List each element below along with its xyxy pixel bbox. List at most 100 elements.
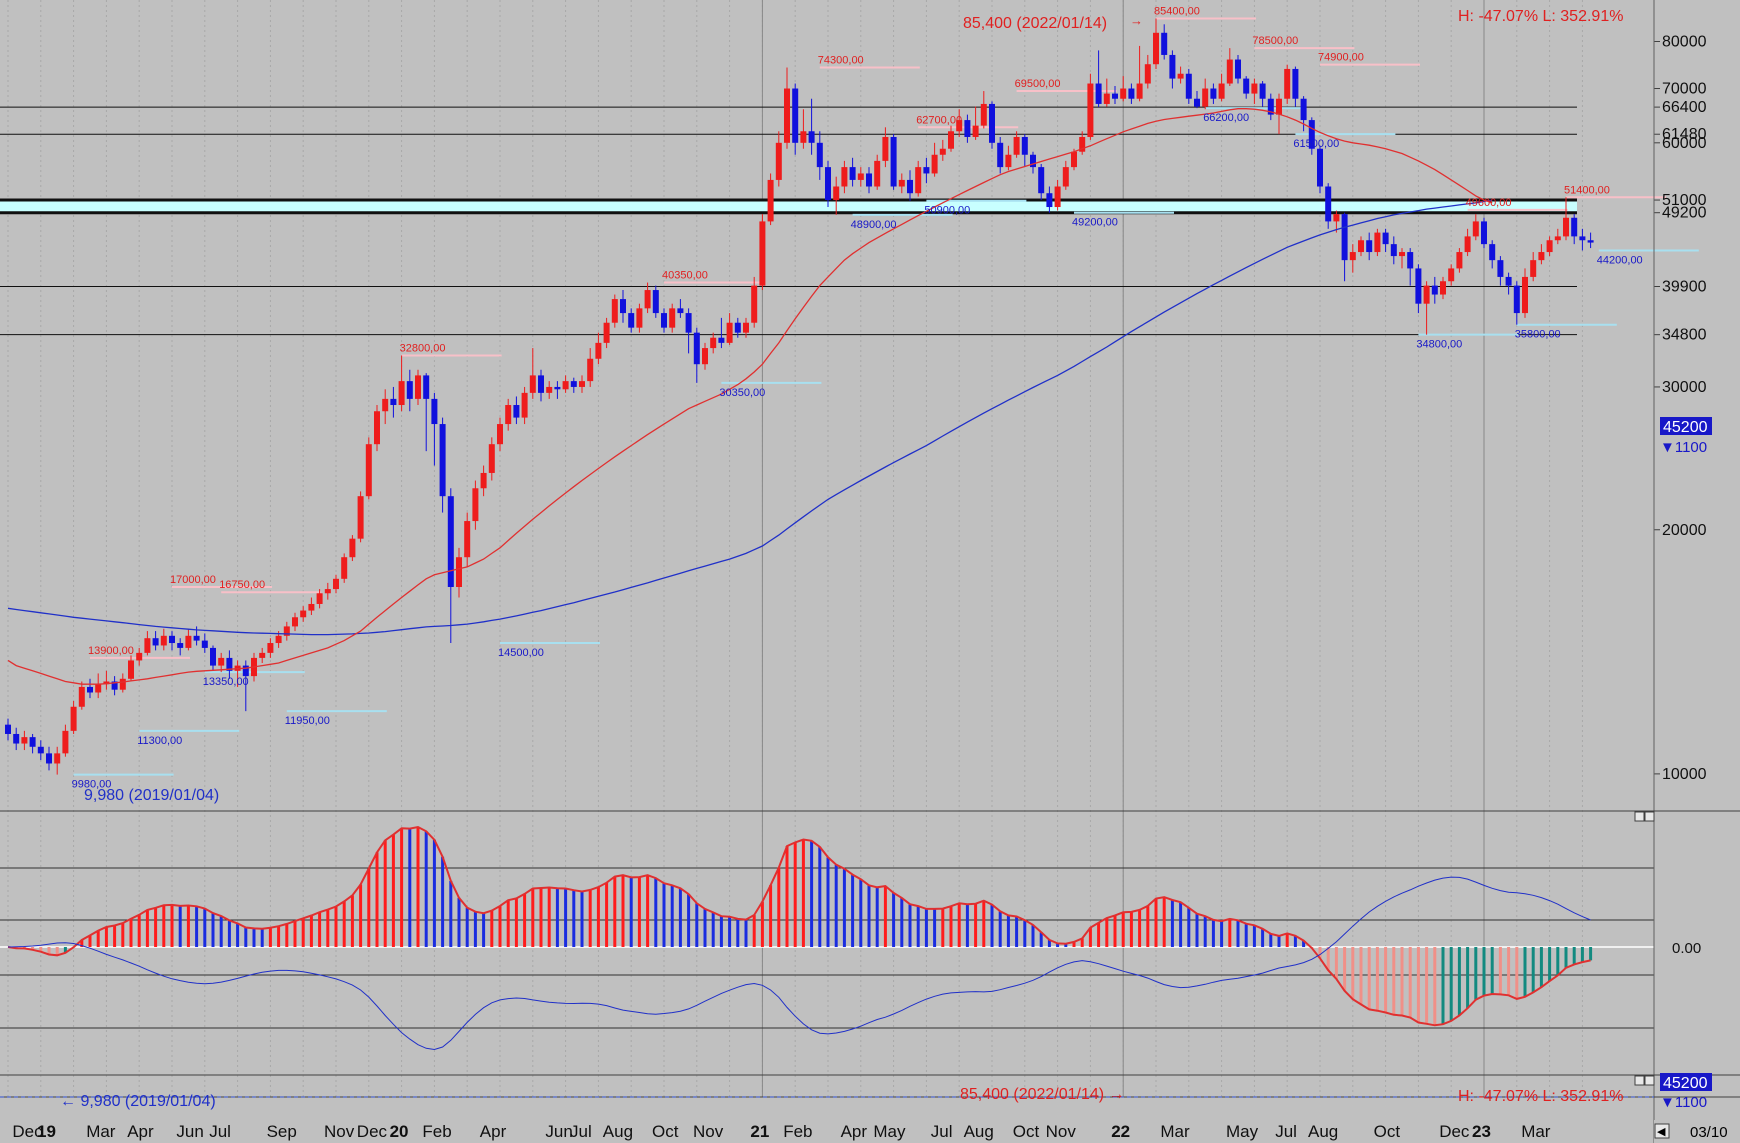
- date-label: Apr: [480, 1122, 507, 1141]
- date-label: Mar: [1160, 1122, 1190, 1141]
- candle-body: [1243, 78, 1250, 94]
- candle-body: [242, 665, 249, 677]
- candle-body: [497, 424, 503, 445]
- candle-body: [1448, 268, 1455, 282]
- candle-body: [365, 444, 372, 497]
- axis-tick-label: 51000: [1662, 192, 1707, 209]
- axis-tick-label: 49200: [1662, 205, 1707, 222]
- minimize-button-bottom[interactable]: [1634, 1075, 1645, 1086]
- date-label: Aug: [603, 1122, 633, 1141]
- candle-body: [874, 160, 881, 187]
- annotation-label: 11300,00: [137, 735, 182, 747]
- candle-body: [521, 392, 528, 418]
- indicator-panel-controls[interactable]: [1634, 811, 1655, 1086]
- close-button-bottom[interactable]: [1644, 1075, 1655, 1086]
- candle-body: [1431, 285, 1438, 295]
- current-price: 45200: [1663, 419, 1708, 436]
- candle-body: [948, 131, 954, 149]
- close-button[interactable]: [1644, 811, 1655, 822]
- candle-body: [866, 173, 872, 187]
- date-label: Jul: [209, 1122, 231, 1141]
- candle-body: [972, 125, 979, 137]
- candle-body: [1128, 88, 1135, 99]
- candle-body: [734, 322, 741, 333]
- candle-body: [743, 322, 749, 333]
- candle-body: [956, 120, 963, 132]
- annotation-label: 74900,00: [1318, 52, 1364, 64]
- candle-body: [1136, 83, 1143, 99]
- candle-body: [472, 488, 479, 522]
- candle-body: [1587, 240, 1594, 243]
- date-label: Aug: [1308, 1122, 1338, 1141]
- date-label: 23: [1472, 1122, 1491, 1141]
- candle-body: [46, 753, 52, 764]
- date-label: Feb: [422, 1122, 451, 1141]
- candle-body: [357, 496, 364, 539]
- candle-body: [398, 381, 405, 406]
- axis-tick-label: 66400: [1662, 99, 1707, 116]
- indicator-panel: [0, 825, 1654, 1051]
- date-label: Dec: [357, 1122, 388, 1141]
- candle-body: [103, 681, 110, 685]
- candle-body: [78, 686, 85, 707]
- current-price-badge: [1660, 417, 1712, 435]
- price-annotations: 85400,00 78500,00 74900,00 74300,00 69500,00…: [72, 5, 1643, 790]
- candle-body: [505, 405, 512, 425]
- oscillator-line: [7, 825, 1591, 1027]
- candle-body: [1021, 136, 1028, 155]
- annotation-label: 69500,00: [1015, 78, 1061, 90]
- candle-body: [218, 657, 225, 666]
- candle-body: [669, 308, 676, 328]
- candle-body: [111, 681, 118, 690]
- candle-body: [538, 375, 544, 393]
- annotation-label: 40350,00: [662, 270, 708, 282]
- candle-body: [185, 635, 192, 648]
- candle-body: [324, 589, 331, 594]
- minimize-button[interactable]: [1634, 811, 1645, 822]
- candle-body: [1226, 59, 1233, 84]
- candle-body: [1497, 260, 1504, 277]
- candle-body: [1579, 236, 1586, 241]
- candle-body: [710, 337, 717, 349]
- date-label: May: [873, 1122, 906, 1141]
- candle-body: [1177, 73, 1184, 79]
- candle-body: [628, 313, 635, 328]
- candle-body: [1054, 186, 1061, 208]
- date-label: Nov: [324, 1122, 355, 1141]
- candle-body: [1144, 64, 1151, 84]
- annotation-label: 14500,00: [498, 647, 544, 659]
- candle-body: [1423, 285, 1430, 304]
- candle-body: [570, 381, 577, 387]
- candle-body: [456, 557, 462, 587]
- candle-body: [29, 737, 36, 747]
- candle-body: [439, 424, 446, 497]
- candle-body: [87, 686, 93, 693]
- candle-body: [1571, 217, 1578, 237]
- candle-body: [1546, 240, 1553, 253]
- candle-body: [1030, 154, 1036, 168]
- footer-current-price: 45200: [1663, 1075, 1708, 1092]
- candle-body: [259, 652, 266, 658]
- candle-body: [1210, 88, 1217, 99]
- candle-body: [1317, 148, 1323, 187]
- candle-body: [849, 167, 856, 180]
- candle-body: [562, 381, 569, 390]
- candle-body: [1481, 221, 1487, 245]
- candle-body: [1103, 93, 1110, 104]
- candle-body: [620, 299, 626, 314]
- candle-body: [800, 131, 807, 143]
- scroll-left-icon: ◀: [1657, 1126, 1666, 1138]
- date-label: Feb: [783, 1122, 812, 1141]
- candle-body: [390, 398, 397, 406]
- scroll-left-button[interactable]: [1654, 1123, 1670, 1139]
- candle-body: [1349, 252, 1356, 261]
- candle-body: [333, 578, 339, 590]
- candle-body: [226, 657, 233, 671]
- candle-body: [611, 299, 618, 323]
- date-label: Sep: [267, 1122, 297, 1141]
- candle-body: [374, 411, 380, 445]
- candle-body: [1472, 221, 1479, 237]
- candle-body: [595, 342, 602, 359]
- candle-body: [1325, 186, 1332, 222]
